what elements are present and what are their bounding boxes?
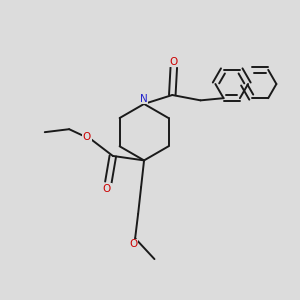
Text: O: O (170, 57, 178, 67)
Text: O: O (83, 132, 91, 142)
Text: N: N (140, 94, 148, 103)
Text: O: O (130, 239, 138, 249)
Text: O: O (103, 184, 111, 194)
